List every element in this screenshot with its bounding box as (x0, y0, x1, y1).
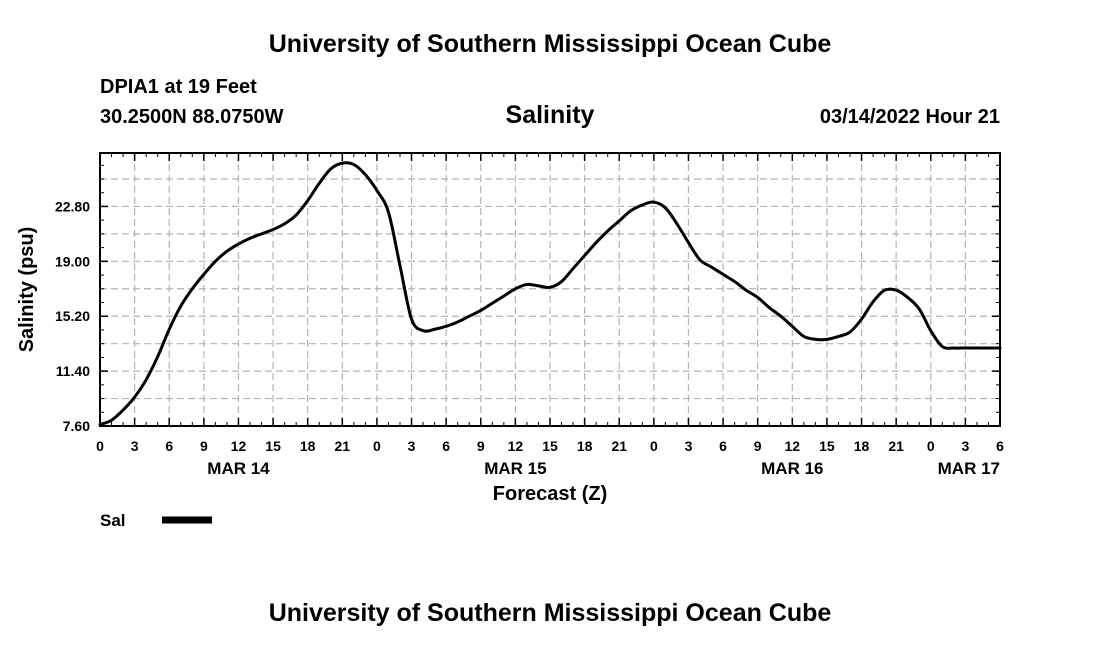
x-tick-label: 6 (719, 438, 727, 454)
x-tick-label: 6 (165, 438, 173, 454)
y-tick-label: 11.40 (56, 363, 90, 379)
x-tick-label: 18 (577, 438, 593, 454)
y-tick-label: 22.80 (55, 198, 90, 214)
x-tick-label: 21 (335, 438, 351, 454)
parameter-title: Salinity (505, 101, 595, 129)
station-coordinates: 30.2500N 88.0750W (100, 106, 284, 128)
x-tick-label: 0 (927, 438, 935, 454)
x-tick-label: 12 (785, 438, 801, 454)
plot-frame (99, 152, 1001, 427)
x-tick-label: 9 (754, 438, 762, 454)
x-tick-label: 18 (300, 438, 316, 454)
day-label: MAR 15 (484, 459, 546, 478)
x-tick-label: 6 (996, 438, 1004, 454)
x-tick-label: 18 (854, 438, 870, 454)
y-tick-label: 7.60 (63, 418, 90, 434)
series-layer (98, 161, 1002, 427)
x-tick-label: 6 (442, 438, 450, 454)
x-tick-label: 3 (685, 438, 693, 454)
x-tick-label: 21 (888, 438, 904, 454)
legend-label: Sal (100, 511, 126, 530)
x-tick-label: 9 (477, 438, 485, 454)
x-tick-label: 3 (961, 438, 969, 454)
station-label: DPIA1 at 19 Feet (100, 76, 257, 98)
x-tick-label: 12 (231, 438, 247, 454)
x-tick-label: 15 (542, 438, 558, 454)
day-label: MAR 17 (938, 459, 1000, 478)
chart-title-top: University of Southern Mississippi Ocean… (268, 30, 832, 58)
chart-title-bottom: University of Southern Mississippi Ocean… (268, 599, 832, 627)
y-tick-label: 15.20 (55, 308, 90, 324)
x-tick-label: 0 (373, 438, 381, 454)
x-tick-label: 3 (408, 438, 416, 454)
x-tick-label: 15 (265, 438, 281, 454)
axes-layer (99, 152, 1001, 427)
labels-layer: 0 3 6 9 12 15 18 21 0 3 6 9 12 15 18 21 0 3 6 9 12 15 18 21 0 3 6 7… (16, 198, 1004, 530)
x-axis-title: Forecast (Z) (493, 483, 607, 505)
x-tick-label: 0 (650, 438, 658, 454)
x-tick-label: 21 (611, 438, 627, 454)
day-label: MAR 16 (761, 459, 823, 478)
x-tick-label: 9 (200, 438, 208, 454)
x-tick-label: 3 (131, 438, 139, 454)
day-label: MAR 14 (207, 459, 270, 478)
x-tick-label: 15 (819, 438, 835, 454)
forecast-datetime: 03/14/2022 Hour 21 (819, 106, 1000, 128)
series-line-sal (98, 161, 1002, 427)
grid-layer (100, 153, 1000, 426)
y-axis-title: Salinity (psu) (16, 227, 38, 353)
x-tick-label: 0 (96, 438, 104, 454)
y-tick-label: 19.00 (55, 253, 90, 269)
x-tick-label: 12 (508, 438, 524, 454)
